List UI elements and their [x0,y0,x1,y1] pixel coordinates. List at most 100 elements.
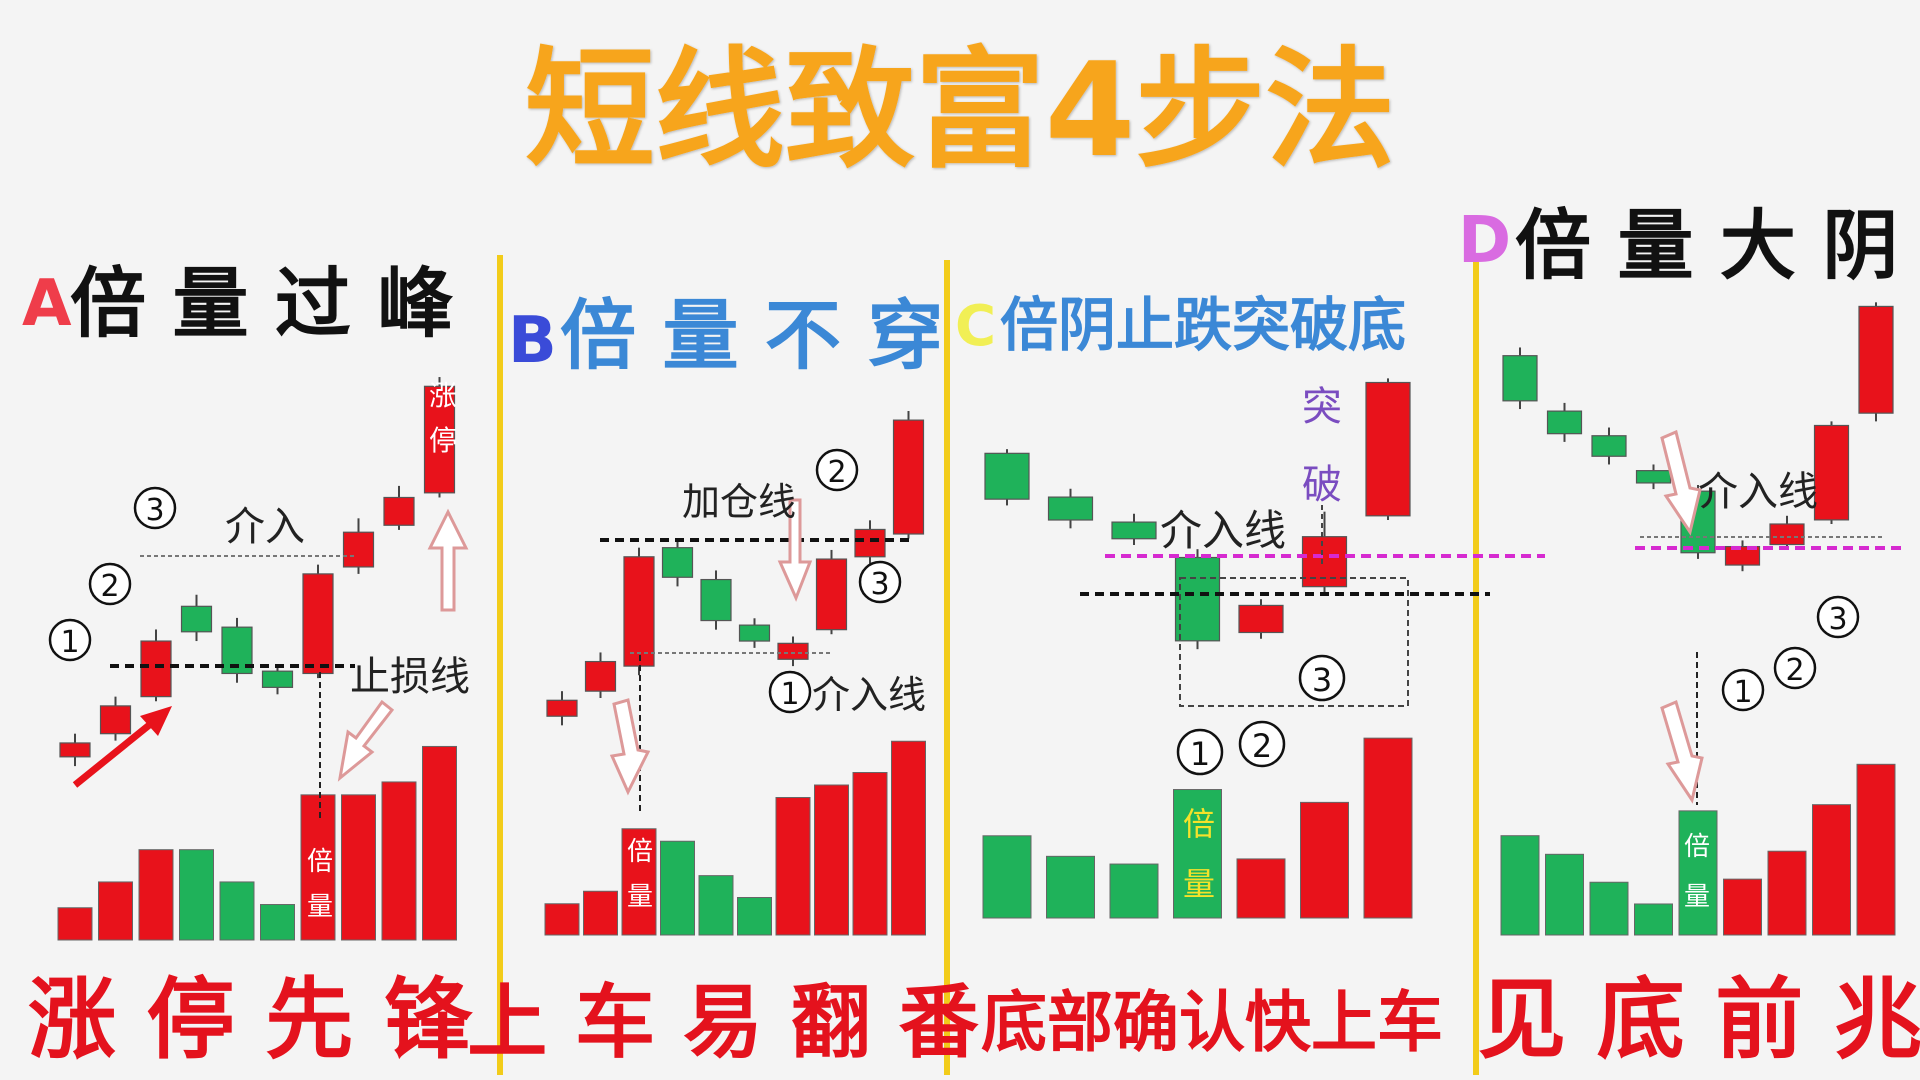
panel-a-volumes [57,745,457,941]
panel-c-caption: 底部确认快上车 [981,984,1443,1061]
panel-a-volume-bar-9 [381,781,417,941]
panel-a-trend-arrow [72,706,172,788]
panel-b-volume-bar-6 [737,897,772,936]
panel-a-volume-bar-2 [98,881,133,941]
panel-a-entry-label: 介入 [225,504,305,550]
svg-text:1: 1 [1190,735,1210,773]
svg-text:3: 3 [870,567,889,602]
panel-d-down-arrow-icon-2 [1660,699,1704,804]
panel-a-candle-9 [383,485,415,530]
panel-a-up-arrow-icon [427,508,469,612]
panel-d-vol-char2: 量 [1684,882,1710,912]
panel-d-candle-6 [1724,540,1761,572]
panel-c-volume-bar-4 [1173,789,1222,919]
panel-d-candle-8 [1813,421,1850,524]
panel-a-candles [59,377,456,767]
panel-c-volume-bar-5 [1236,858,1286,919]
panel-b-candle-7 [777,636,809,667]
panel-b-candle-1 [546,691,578,726]
panel-d-candle-4 [1635,464,1672,490]
panel-b-marker-1: 1 [768,670,812,714]
panel-d-candle-2 [1546,402,1583,442]
panel-c-vol-char2: 量 [1183,865,1215,903]
svg-text:3: 3 [1828,602,1847,637]
panel-b-volume-bar-2 [583,890,618,936]
panel-a-volume-bar-5 [219,881,255,941]
panel-c-vol-char1: 倍 [1183,805,1215,843]
panel-c-marker-1: 1 [1176,728,1224,776]
panel-b-volume-bar-5 [698,875,734,936]
panel-b-vol-char2: 量 [627,882,653,912]
panel-c-marker-3: 3 [1298,654,1346,702]
panel-d-candle-1 [1502,347,1538,410]
panel-d-volume-bar-7 [1767,850,1807,936]
panel-d-marker-1: 1 [1721,668,1765,712]
panel-b-candle-4 [661,538,694,587]
panel-a-volume-bar-6 [260,904,295,941]
panel-d-marker-3: 3 [1816,595,1860,639]
panel-a-candle-1 [59,733,91,767]
panel-a-heading: 倍 量 过 峰 [70,259,453,348]
panel-a-volume-bar-10 [422,745,457,941]
panel-d-candle-3 [1591,427,1627,465]
panel-b-entry-label: 介入线 [812,673,926,717]
panel-b-marker-2: 2 [815,448,859,492]
panel-b-candle-8 [815,549,848,635]
svg-text:1: 1 [60,625,79,660]
panel-a-volume-bar-7 [300,794,336,941]
panel-d-volume-bar-8 [1812,804,1851,936]
panel-a-candle-10 [423,377,456,498]
panel-c-break-char2: 破 [1302,462,1342,508]
panel-a-vol-char2: 量 [307,892,333,922]
panel-b-candle-3 [623,547,655,676]
panel-b-letter: B [508,304,557,378]
panel-a-volume-bar-3 [138,849,174,941]
panel-c-letter: C [955,294,996,359]
panel-a-marker-2: 2 [88,562,132,606]
panel-d-volume-bar-3 [1589,881,1629,936]
panel-b-down-arrow-icon-2 [777,498,813,602]
panel-b-volume-bar-1 [544,903,580,936]
panel-a-down-arrow-icon [337,699,395,782]
panel-b-vol-char1: 倍 [627,837,653,867]
svg-text:3: 3 [1312,661,1332,699]
panel-a-candle-7 [302,564,334,679]
panel-a-vol-char1: 倍 [307,847,333,877]
panel-a-volume-bar-8 [341,794,376,941]
panel-d-volume-bar-9 [1856,763,1896,936]
panel-d-heading: 倍 量 大 阴 [1515,201,1898,290]
panel-a: A 倍 量 过 峰 1 2 3 [22,259,473,1071]
panel-d-volume-bar-4 [1634,903,1673,936]
panel-c-break-char1: 突 [1302,384,1342,430]
panel-d-volume-bar-6 [1723,878,1762,936]
panel-b-down-arrow-icon [609,698,651,796]
panel-c-volume-bar-3 [1109,863,1159,919]
panel-d-candle-9 [1858,302,1894,422]
panel-c-volume-bar-2 [1046,855,1095,919]
panel-c-volume-bar-7 [1363,737,1413,919]
panel-d-down-arrow-icon [1660,429,1702,536]
panel-b-candle-9 [854,520,886,564]
panel-c-candle-2 [1047,488,1094,529]
panel-c-volume-bar-6 [1300,801,1349,919]
panel-b-candle-2 [584,652,617,698]
panel-a-candle-2 [99,696,132,741]
panel-b-volume-bar-8 [814,784,849,936]
panel-a-limitup-char2: 停 [429,424,457,457]
panel-c-candle-7 [1365,378,1411,520]
panel-a-candle-8 [342,518,375,574]
panel-b-marker-3: 3 [858,560,902,604]
panel-c-candle-3 [1111,513,1157,545]
panel-b-volume-bar-10 [891,740,926,936]
svg-text:2: 2 [100,569,119,604]
panel-b-volume-bar-4 [660,840,695,936]
panel-b-caption: 上 车 易 翻 番 [467,976,978,1069]
svg-text:1: 1 [1733,675,1752,710]
panel-a-stop-label: 止损线 [350,654,470,700]
svg-text:2: 2 [827,455,846,490]
svg-text:1: 1 [780,677,799,712]
panel-a-volume-bar-1 [57,907,93,941]
panel-c-entry-label: 介入线 [1160,506,1286,555]
panel-d-volume-bar-5 [1678,810,1718,936]
